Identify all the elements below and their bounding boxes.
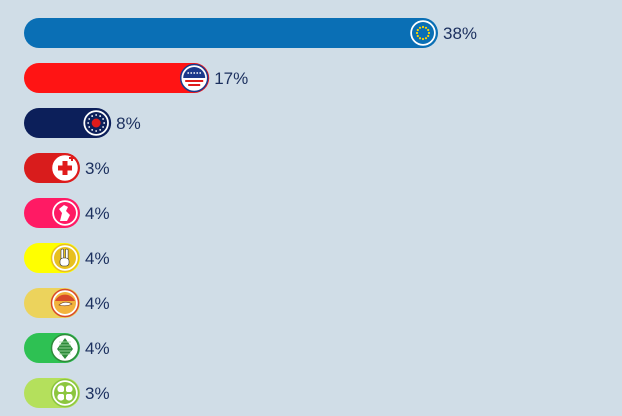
bar-value-label: 38% [443,24,477,43]
bar-value-label: 4% [85,204,110,223]
bar-value-label: 4% [85,249,110,268]
usa-flag-seal-logo-icon [179,63,209,93]
bar-row: 4% [24,243,110,273]
eu-stars-logo-icon [408,18,438,48]
bar-value-label: 3% [85,159,110,178]
peace-hand-logo-icon [50,243,80,273]
bar-row: 4% [24,333,110,363]
rearing-horse-logo-icon [50,198,80,228]
bar [24,18,438,48]
bar-value-label: 17% [214,69,248,88]
bird-sunrise-logo-icon [50,288,80,318]
bar-value-label: 4% [85,294,110,313]
eu-stars-heart-logo-icon [81,108,111,138]
bar-row: 4% [24,288,110,318]
bar [24,63,210,93]
bar-row: 38% [24,18,477,48]
red-cross-logo-icon [50,153,80,183]
bar-row: 3% [24,378,110,408]
four-leaf-logo-icon [50,378,80,408]
bar-value-label: 3% [85,384,110,403]
bar-row: 4% [24,198,110,228]
bar-row: 17% [24,63,248,93]
bar-value-label: 8% [116,114,141,133]
bar-value-label: 4% [85,339,110,358]
bar-row: 8% [24,108,141,138]
pine-cone-logo-icon [50,333,80,363]
bar-row: 3% [24,153,110,183]
